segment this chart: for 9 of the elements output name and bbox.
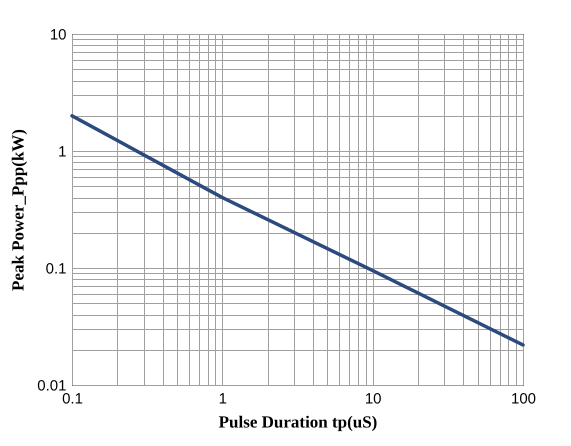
y-tick-label: 0.1 <box>46 260 66 278</box>
x-tick-label: 100 <box>510 390 536 408</box>
y-axis-title: Peak Power_Ppp(kW) <box>8 129 28 291</box>
y-tick-label: 10 <box>50 26 66 44</box>
x-tick-label: 10 <box>364 390 382 408</box>
x-tick-label: 1 <box>218 390 228 408</box>
y-tick-label: 1 <box>58 144 66 160</box>
x-axis-title: Pulse Duration tp(uS) <box>218 412 378 432</box>
line-series <box>70 114 525 347</box>
